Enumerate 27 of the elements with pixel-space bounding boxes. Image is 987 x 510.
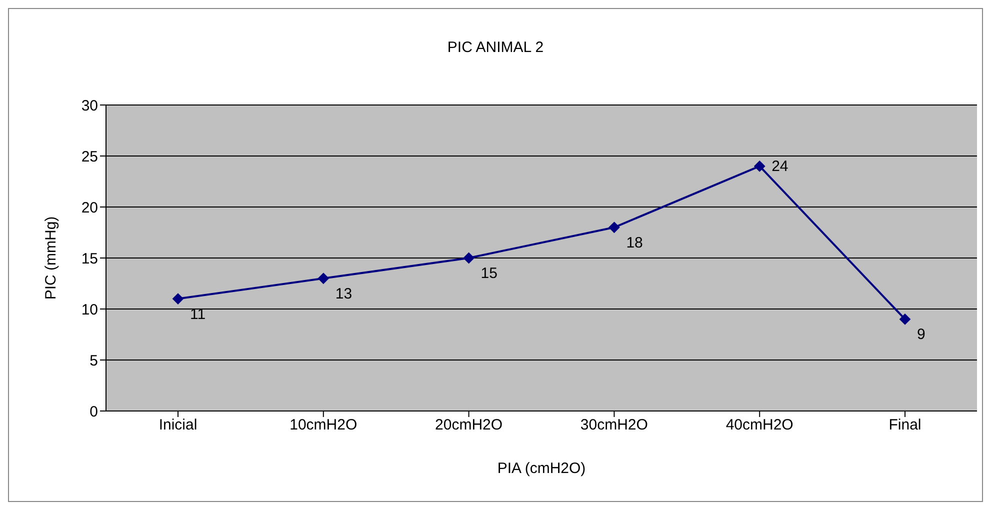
- y-tick-label: 20: [81, 199, 98, 216]
- x-tick-label: 40cmH2O: [726, 416, 794, 434]
- x-tick-label: Final: [888, 416, 922, 434]
- data-label: 13: [335, 285, 352, 302]
- point: [463, 252, 474, 264]
- y-tick-label: 5: [90, 352, 98, 370]
- x-axis-title: PIA (cmH2O): [497, 460, 586, 477]
- y-axis-title: PIC (mmHg): [42, 216, 60, 300]
- data-label: 24: [772, 158, 788, 176]
- point: [900, 314, 910, 325]
- data-label: 15: [480, 265, 498, 282]
- data-label: 18: [626, 234, 643, 252]
- data-label: 9: [917, 326, 926, 344]
- y-tick-label: 25: [81, 148, 98, 166]
- x-tick-label: 20cmH2O: [435, 416, 503, 434]
- point: [318, 272, 329, 284]
- y-tick-label: 15: [81, 250, 98, 268]
- x-tick-label: Inicial: [158, 416, 198, 434]
- y-tick-label: 30: [81, 97, 98, 114]
- point: [172, 293, 184, 304]
- x-tick-label: 30cmH2O: [580, 416, 648, 434]
- chart-title: PIC ANIMAL 2: [446, 39, 545, 56]
- y-tick-label: 10: [81, 301, 98, 318]
- y-tick-label: 0: [90, 403, 98, 420]
- point: [608, 222, 620, 233]
- point: [754, 160, 766, 172]
- x-tick-label: 10cmH2O: [290, 416, 358, 434]
